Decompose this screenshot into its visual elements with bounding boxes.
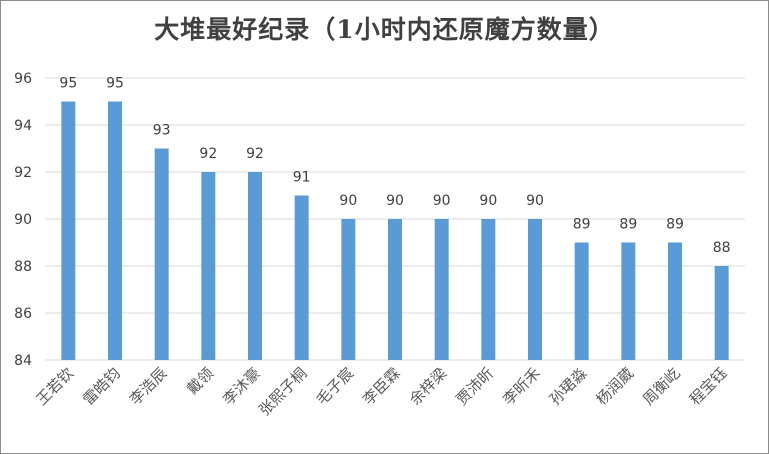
y-tick-label: 84: [14, 353, 32, 369]
x-tick-label: 程宝钰: [686, 364, 731, 409]
data-label: 88: [713, 240, 731, 256]
bar: [61, 101, 76, 360]
x-tick-label: 李浩辰: [126, 364, 171, 409]
bar: [341, 219, 356, 360]
x-tick-label: 雷皓钧: [79, 364, 124, 409]
x-tick-label: 孙珺淼: [546, 364, 591, 409]
bar: [388, 219, 402, 360]
y-tick-label: 92: [14, 165, 32, 181]
bar: [294, 195, 309, 360]
data-label: 90: [386, 193, 404, 209]
data-label: 90: [339, 193, 357, 209]
bar: [201, 172, 216, 360]
bar: [434, 219, 449, 360]
bar: [714, 266, 729, 360]
x-tick-label: 贾沛昕: [453, 364, 498, 409]
x-tick-label: 毛子宸: [313, 364, 358, 409]
data-label: 90: [479, 193, 497, 209]
bar: [668, 242, 682, 360]
data-label: 92: [246, 146, 264, 162]
data-label: 90: [526, 193, 544, 209]
bar: [154, 148, 169, 360]
data-label: 95: [59, 76, 77, 92]
x-tick-label: 王若钦: [33, 364, 78, 409]
bar: [248, 172, 262, 360]
x-tick-label: 李臣霖: [359, 364, 404, 409]
bar: [481, 219, 496, 360]
bar: [621, 242, 636, 360]
data-label: 89: [573, 217, 591, 233]
data-label: 93: [153, 123, 171, 139]
data-label: 91: [293, 170, 311, 186]
x-tick-label: 李沐豪: [219, 364, 264, 409]
data-label: 89: [619, 217, 637, 233]
x-tick-label: 周衡屹: [639, 364, 684, 409]
data-label: 92: [199, 146, 217, 162]
bar: [528, 219, 542, 360]
x-tick-label: 戴领: [183, 364, 217, 398]
y-tick-label: 86: [14, 306, 32, 322]
bar: [574, 242, 589, 360]
y-tick-label: 94: [14, 118, 32, 134]
x-tick-label: 李昕禾: [499, 364, 544, 409]
chart-title: 大堆最好纪录（1小时内还原魔方数量）: [154, 15, 615, 44]
y-tick-label: 96: [14, 71, 32, 87]
data-label: 90: [433, 193, 451, 209]
bar: [108, 101, 122, 360]
x-tick-label: 张熙子桐: [255, 364, 310, 419]
data-label: 89: [666, 217, 684, 233]
x-tick-label: 余梓梁: [406, 364, 451, 409]
y-tick-label: 90: [14, 212, 32, 228]
y-tick-label: 88: [14, 259, 32, 275]
data-label: 95: [106, 76, 124, 92]
x-tick-label: 杨润葳: [593, 364, 638, 409]
